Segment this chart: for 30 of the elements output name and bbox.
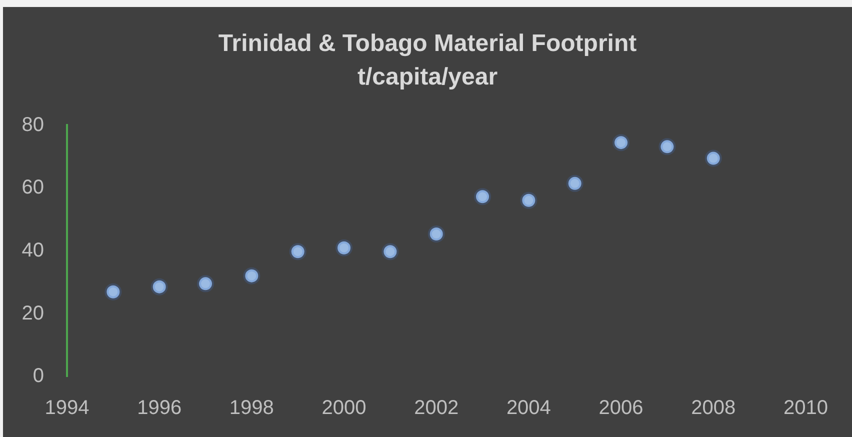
point: [243, 267, 260, 284]
y-tick-label: 60: [22, 176, 44, 199]
point: [566, 174, 584, 192]
point: [612, 134, 630, 152]
chart-title: Trinidad & Tobago Material Footprint: [218, 30, 637, 58]
point: [520, 192, 538, 209]
x-tick-label: 2006: [598, 397, 644, 420]
point: [104, 283, 122, 300]
chart-subtitle: t/capita/year: [357, 63, 498, 90]
point: [197, 275, 214, 292]
point: [382, 243, 399, 260]
x-tick-label: 1998: [229, 397, 274, 420]
x-tick-label: 2008: [691, 397, 736, 420]
x-tick-label: 2004: [506, 397, 551, 420]
point: [289, 243, 306, 260]
point: [336, 239, 353, 256]
x-tick-label: 1994: [44, 397, 90, 420]
point: [150, 278, 168, 296]
point: [658, 138, 676, 156]
x-tick-label: 2000: [322, 397, 366, 420]
y-tick-label: 40: [22, 240, 44, 262]
point: [428, 226, 445, 243]
x-tick-label: 2010: [783, 397, 828, 420]
point: [704, 150, 722, 167]
x-tick-label: 2002: [414, 397, 459, 420]
y-tick-label: 20: [22, 302, 44, 324]
x-tick-label: 1996: [137, 397, 182, 420]
point: [474, 188, 492, 206]
y-tick-label: 80: [22, 114, 44, 136]
y-tick-label: 0: [32, 365, 44, 388]
